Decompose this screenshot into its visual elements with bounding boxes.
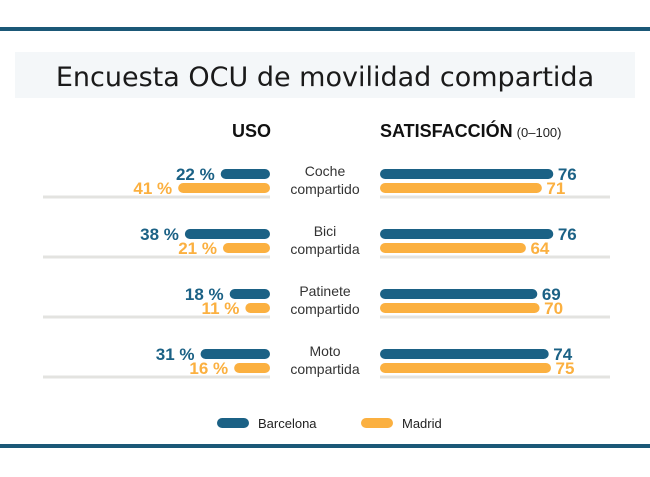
uso-value-barcelona: 22 % [176,165,215,184]
legend: Barcelona Madrid [217,416,442,431]
title-band [15,52,635,98]
category-label: Bici [314,223,337,239]
category-label: compartida [290,241,359,257]
satisfaccion-title: SATISFACCIÓN [380,120,513,141]
uso-value-barcelona: 18 % [185,285,224,304]
satisfaccion-value-barcelona: 76 [558,225,577,244]
satisfaccion-value-barcelona: 76 [558,165,577,184]
chart-title: Encuesta OCU de movilidad compartida [56,62,594,93]
uso-value-madrid: 11 % [202,299,240,318]
uso-value-barcelona: 31 % [156,345,195,364]
row-patinete: Patinete compartido 18 % 69 11 % 70 [43,283,610,319]
legend-label-barcelona: Barcelona [258,416,317,431]
category-label: Coche [305,163,346,179]
category-label: compartido [290,301,359,317]
bottom-rule [0,444,650,448]
satisfaccion-value-barcelona: 74 [553,345,572,364]
satisfaccion-value-madrid: 71 [546,179,565,198]
uso-value-barcelona: 38 % [140,225,179,244]
top-rule [0,27,650,31]
satisfaccion-value-madrid: 64 [530,239,549,258]
satisfaccion-value-madrid: 75 [556,359,575,378]
category-label: Patinete [299,283,351,299]
row-bici: Bici compartida 38 % 76 21 % 64 [43,223,610,259]
satisfaccion-value-madrid: 70 [544,299,563,318]
uso-value-madrid: 21 % [178,239,217,258]
uso-value-madrid: 16 % [189,359,228,378]
category-label: compartido [290,181,359,197]
category-label: Moto [309,343,340,359]
row-coche: Coche compartido 22 % 76 41 % 71 [43,163,610,199]
satisfaccion-header: SATISFACCIÓN (0–100) [380,120,561,141]
satisfaccion-value-barcelona: 69 [542,285,561,304]
satisfaccion-scale: (0–100) [517,125,562,140]
row-moto: Moto compartida 31 % 74 16 % 75 [43,343,610,379]
category-label: compartida [290,361,359,377]
legend-label-madrid: Madrid [402,416,442,431]
uso-value-madrid: 41 % [133,179,172,198]
uso-header: USO [232,121,271,141]
